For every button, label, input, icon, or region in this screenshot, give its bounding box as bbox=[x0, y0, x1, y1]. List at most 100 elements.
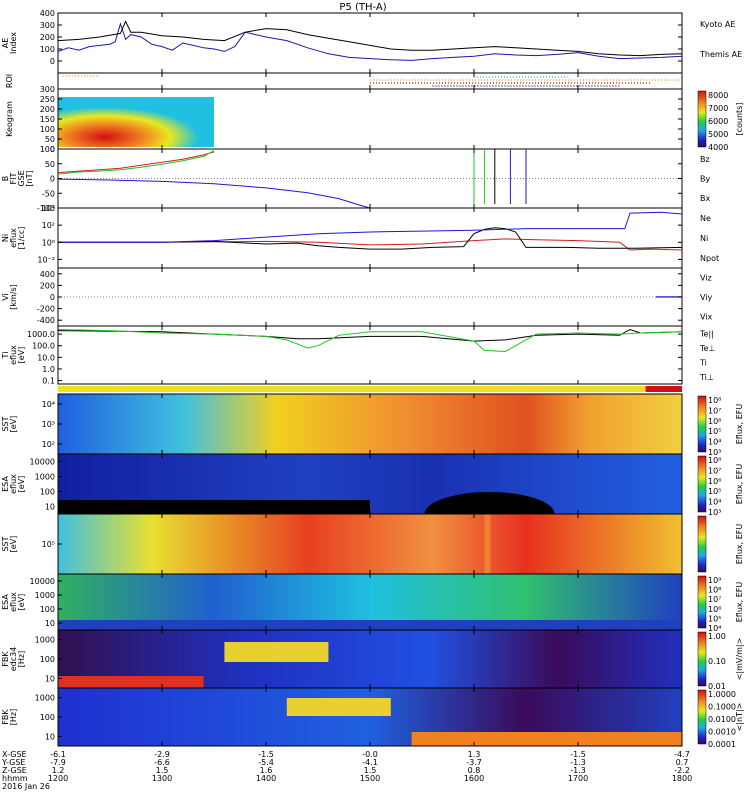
orbit-value: 1.5 bbox=[364, 766, 377, 775]
bfield-ylabel-0: B bbox=[1, 176, 10, 182]
fbk_b-colorbar-label: <|nT|> bbox=[735, 703, 744, 732]
esa_ion-ytick-label: 1000 bbox=[35, 473, 55, 482]
density-ytick-label: 10² bbox=[42, 221, 55, 230]
keogram-ytick-label: 250 bbox=[40, 95, 55, 104]
ae-panel-frame bbox=[57, 12, 683, 74]
esa_ion-colorbar bbox=[697, 455, 707, 513]
keogram-colorbar-tick: 8000 bbox=[708, 91, 728, 100]
orbit-value: -2.9 bbox=[154, 750, 170, 759]
orbit-value: -0.0 bbox=[362, 750, 378, 759]
fbk_b-ylabel-0: FBK bbox=[1, 709, 10, 725]
sst_ion-colorbar-tick: 10⁵ bbox=[708, 427, 721, 436]
esa_elec-colorbar-tick: 10⁹ bbox=[708, 576, 721, 585]
mode-bar-burst bbox=[645, 386, 682, 392]
sst_ion-colorbar-tick: 10⁷ bbox=[708, 406, 721, 415]
sst_ion-colorbar-tick: 10⁶ bbox=[708, 417, 721, 426]
fbk-e-mid-band bbox=[224, 642, 329, 662]
keogram-colorbar-tick: 7000 bbox=[708, 104, 728, 113]
density-ylabel-1: eflux bbox=[9, 228, 18, 248]
temp-series-ti bbox=[57, 329, 683, 353]
plot-title: P5 (TH-A) bbox=[339, 2, 386, 13]
date-label: 2016 Jan 26 bbox=[2, 782, 50, 791]
esa_elec-ylabel-0: ESA bbox=[1, 594, 10, 610]
keogram-colorbar-tick: 4000 bbox=[708, 143, 728, 152]
velocity-ylabel-0: Vi bbox=[1, 293, 10, 301]
orbit-value: 1.6 bbox=[260, 766, 273, 775]
ae-ytick-label: 100 bbox=[40, 45, 55, 54]
orbit-value: -7.9 bbox=[50, 758, 66, 767]
temp-ytick-label: 0.1 bbox=[42, 377, 55, 386]
bfield-ytick-label: -50 bbox=[42, 189, 55, 198]
esa_elec-ytick-label: 10000 bbox=[30, 577, 55, 586]
sst-elec-band bbox=[484, 514, 491, 574]
keogram-ytick-label: 0 bbox=[50, 145, 55, 154]
esa_ion-ytick-label: 100 bbox=[40, 488, 55, 497]
orbit-value: 1500 bbox=[360, 774, 380, 783]
sst_ion-colorbar-tick: 10⁴ bbox=[708, 438, 721, 447]
esa-ion-low-band bbox=[58, 500, 370, 514]
orbit-value: -6.6 bbox=[154, 758, 170, 767]
orbit-value: -5.4 bbox=[258, 758, 274, 767]
esa_elec-colorbar-tick: 10⁵ bbox=[708, 614, 721, 623]
temp-legend-ti: Ti bbox=[699, 358, 707, 367]
velocity-ytick-label: 400 bbox=[40, 270, 55, 279]
sst_elec-colorbar bbox=[697, 515, 707, 573]
sst_ion-colorbar bbox=[697, 395, 707, 453]
sst_ion-colorbar-label: Eflux, EFU bbox=[735, 404, 744, 445]
fbk_b-colorbar-tick: 0.0010 bbox=[708, 728, 736, 737]
keogram-image bbox=[58, 97, 214, 147]
orbit-value: -6.1 bbox=[50, 750, 66, 759]
keogram-ytick-label: 300 bbox=[40, 85, 55, 94]
keogram-colorbar-label: [counts] bbox=[735, 103, 744, 136]
bfield-series-bz bbox=[57, 151, 215, 174]
orbit-value: 1400 bbox=[256, 774, 276, 783]
orbit-value: 1800 bbox=[672, 774, 692, 783]
sst_elec-heatmap bbox=[58, 514, 682, 574]
esa_ion-colorbar-tick: 10⁸ bbox=[708, 456, 721, 465]
keogram-ytick-label: 150 bbox=[40, 115, 55, 124]
orbit-value: 0.7 bbox=[676, 758, 689, 767]
fbk_e-colorbar-tick: 0.10 bbox=[708, 657, 726, 666]
esa_ion-colorbar-tick: 10⁶ bbox=[708, 477, 721, 486]
roi-ylabel: ROI bbox=[5, 74, 14, 88]
density-ylabel-2: [1/cc] bbox=[17, 227, 26, 250]
bfield-series-by bbox=[57, 150, 215, 175]
fbk-e-hot-band bbox=[58, 676, 204, 688]
orbit-value: -1.3 bbox=[570, 758, 586, 767]
bfield-ytick-label: -100 bbox=[37, 204, 55, 213]
esa-elec-low-band bbox=[58, 620, 682, 630]
density-series-npot bbox=[58, 211, 683, 243]
fbk_b-ytick-label: 10 bbox=[45, 732, 55, 741]
keogram-colorbar-tick: 6000 bbox=[708, 117, 728, 126]
sst_ion-ytick-label: 10² bbox=[42, 440, 55, 449]
fbk_b-colorbar-tick: 0.0001 bbox=[708, 740, 736, 749]
velocity-ylabel-1: [km/s] bbox=[9, 284, 18, 310]
bfield-ylabel-3: [nT] bbox=[25, 170, 34, 186]
orbit-value: 1200 bbox=[48, 774, 68, 783]
fbk_b-ytick-label: 1000 bbox=[35, 694, 55, 703]
ae-ytick-label: 0 bbox=[50, 57, 55, 66]
orbit-value: -1.5 bbox=[258, 750, 274, 759]
ae-ytick-label: 400 bbox=[40, 9, 55, 18]
ae-legend-0: Kyoto AE bbox=[700, 20, 735, 29]
keogram-ytick-label: 200 bbox=[40, 105, 55, 114]
temp-ytick-label: 100.0 bbox=[32, 342, 55, 351]
sst_elec-colorbar-label: Eflux, EFU bbox=[735, 524, 744, 565]
fbk_e-ytick-label: 100 bbox=[40, 655, 55, 664]
fbk_e-colorbar-tick: 1.00 bbox=[708, 632, 726, 641]
orbit-value: 0.8 bbox=[468, 766, 481, 775]
velocity-legend-viz: Viz bbox=[700, 274, 712, 283]
orbit-value: -1.5 bbox=[570, 750, 586, 759]
bfield-ytick-label: 50 bbox=[45, 160, 55, 169]
temp-ylabel-0: Ti bbox=[1, 352, 10, 360]
keogram-ytick-label: 50 bbox=[45, 135, 55, 144]
orbit-value: 1.2 bbox=[52, 766, 65, 775]
orbit-value: -4.7 bbox=[674, 750, 690, 759]
fbk_e-ylabel-1: edc34 bbox=[9, 647, 18, 672]
orbit-value: 1600 bbox=[464, 774, 484, 783]
fbk_b-colorbar bbox=[697, 689, 707, 745]
orbit-label-x-gse: X-GSE bbox=[2, 750, 27, 759]
esa_ion-colorbar-label: Eflux, EFU bbox=[735, 464, 744, 505]
temp-legend-ti-: Ti⊥ bbox=[699, 373, 714, 382]
keogram-ytick-label: 100 bbox=[40, 125, 55, 134]
